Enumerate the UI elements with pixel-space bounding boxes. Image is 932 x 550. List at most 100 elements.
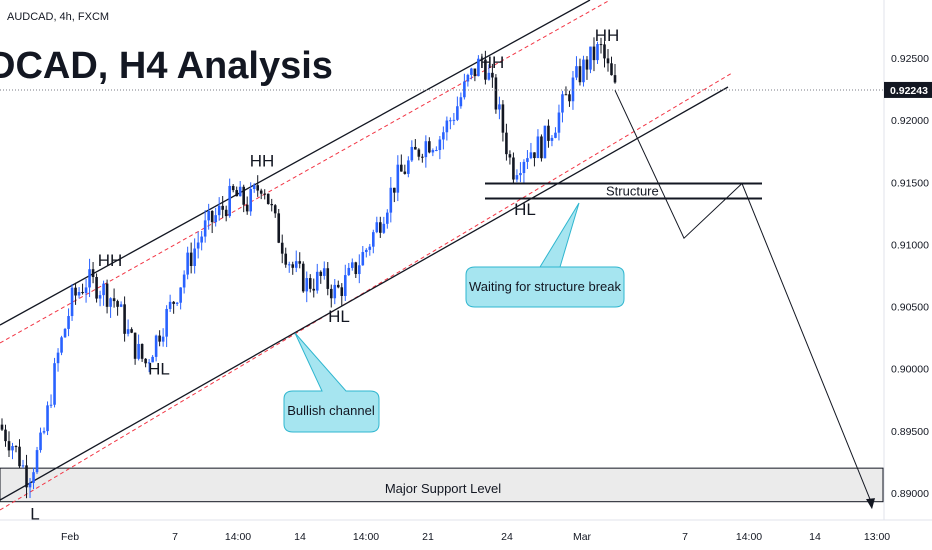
candle (21, 459, 25, 469)
candle (480, 53, 484, 66)
price-axis-bg (884, 0, 932, 520)
candle (491, 63, 494, 88)
candle (438, 135, 442, 160)
time-axis[interactable]: Feb 7 14:00 14 14:00 21 24 Mar 7 14:00 14 13:00 (0, 519, 932, 550)
price-axis[interactable]: 0.92500 0.92000 0.91500 0.91000 0.90500 0.900… (883, 0, 932, 520)
candle (466, 73, 470, 87)
candle (333, 278, 337, 305)
candle (270, 198, 274, 212)
candle (105, 279, 109, 314)
y-tick-label: 0.89500 (891, 426, 929, 438)
candle (610, 56, 613, 76)
candle (421, 153, 424, 163)
candle (515, 169, 519, 183)
candle (435, 146, 438, 152)
candle (112, 288, 116, 308)
candle (291, 261, 295, 275)
candle (56, 348, 60, 372)
candle (554, 127, 557, 139)
candle (540, 134, 543, 162)
candle (147, 359, 151, 373)
candle (42, 427, 46, 435)
candle (151, 355, 154, 363)
channel-upper-line (0, 0, 591, 326)
candle (463, 73, 466, 100)
x-tick-label: 14:00 (353, 531, 379, 543)
x-tick-label: 14 (809, 531, 821, 543)
candle (109, 297, 112, 318)
candle (414, 139, 417, 150)
candle (417, 148, 421, 161)
candle (231, 184, 235, 193)
callout-text-structure-break: Waiting for structure break (469, 279, 621, 294)
y-tick-label: 0.92000 (891, 115, 929, 127)
candle (158, 330, 161, 347)
candle (277, 208, 281, 244)
swing-label-hl: HL (148, 359, 170, 378)
candle (0, 418, 4, 431)
candle (130, 327, 133, 334)
candle (102, 280, 105, 306)
candle (98, 290, 102, 307)
candle (522, 159, 526, 184)
candle (603, 41, 606, 68)
candle (350, 258, 354, 271)
candle (557, 104, 561, 141)
analysis-title: DCAD, H4 Analysis (0, 45, 333, 87)
candle (319, 270, 323, 284)
candle (494, 74, 498, 114)
candle (60, 335, 63, 356)
y-tick-label: 0.92500 (891, 53, 929, 65)
candle (53, 357, 56, 408)
candle (505, 123, 508, 161)
y-tick-label: 0.91500 (891, 177, 929, 189)
candle (214, 207, 217, 227)
candle (11, 442, 14, 460)
candle (249, 182, 253, 216)
candle (578, 58, 582, 86)
y-tick-label: 0.90000 (891, 364, 929, 376)
candle (305, 271, 309, 303)
candle (210, 210, 214, 234)
candle (172, 300, 175, 314)
candle (410, 140, 414, 163)
candle (84, 278, 88, 303)
candle (564, 86, 568, 96)
candle (235, 186, 238, 197)
candle (575, 56, 578, 81)
swing-label-hh: HH (480, 53, 505, 72)
candle (74, 282, 77, 305)
candle (298, 252, 302, 269)
candle (368, 243, 372, 256)
candle (32, 467, 35, 490)
candle (533, 152, 536, 167)
x-tick-label: 7 (172, 531, 178, 543)
swing-label-hl: HL (514, 200, 536, 219)
candle (221, 195, 224, 218)
candle (88, 258, 91, 298)
x-tick-label: 14 (294, 531, 306, 543)
candle (375, 216, 379, 234)
candle (396, 155, 400, 202)
candle (347, 262, 351, 277)
candle (46, 401, 49, 436)
candle (28, 477, 32, 499)
candle (501, 100, 505, 142)
candle (63, 327, 67, 338)
candle (238, 181, 242, 197)
candle (372, 229, 375, 254)
candle (280, 234, 284, 264)
swing-labels: L HH HL HH HL HH HL HH (30, 26, 619, 524)
x-tick-label: 14:00 (736, 531, 762, 543)
candle (315, 263, 319, 294)
candle (200, 230, 203, 251)
major-support-zone (0, 467, 884, 503)
y-tick-label: 0.91000 (891, 239, 929, 251)
candle (126, 319, 130, 337)
candle (382, 216, 386, 234)
callout-text-bullish-channel: Bullish channel (287, 403, 375, 418)
candle (585, 56, 589, 80)
y-tick-label: 0.89000 (891, 488, 929, 500)
candle (77, 287, 81, 299)
